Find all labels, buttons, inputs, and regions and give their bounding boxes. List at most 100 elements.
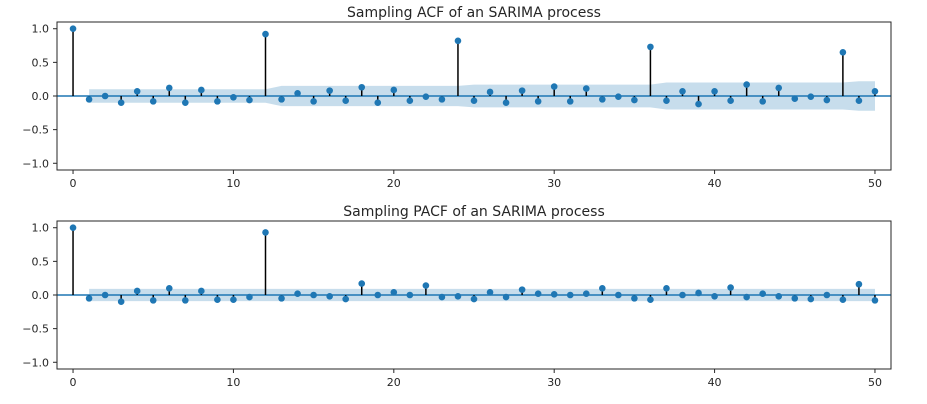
pacf-point-lag-10 <box>230 296 237 304</box>
pacf-point-lag-11 <box>246 293 253 301</box>
pacf-xtick-label: 20 <box>387 376 401 389</box>
pacf-point-lag-34 <box>615 291 622 299</box>
pacf-point-lag-12 <box>262 229 269 236</box>
pacf-point-lag-28 <box>518 286 526 293</box>
acf-point-lag-50 <box>871 87 879 95</box>
acf-point-lag-32 <box>582 85 590 92</box>
pacf-point-lag-4 <box>133 287 141 295</box>
acf-xtick-label: 40 <box>708 177 722 190</box>
acf-point-lag-42 <box>743 81 750 88</box>
pacf-point-lag-21 <box>406 291 414 299</box>
pacf-point-lag-50 <box>871 297 879 304</box>
pacf-point-lag-25 <box>470 295 478 303</box>
acf-point-lag-41 <box>727 97 734 105</box>
pacf-point-lag-47 <box>823 291 831 299</box>
acf-point-lag-14 <box>294 90 301 97</box>
pacf-point-lag-18 <box>358 280 366 287</box>
pacf-xtick-label: 0 <box>70 376 77 389</box>
acf-point-lag-2 <box>101 92 109 100</box>
acf-point-lag-22 <box>422 93 430 100</box>
pacf-ytick-label: 0.0 <box>32 289 50 302</box>
acf-xtick-label: 10 <box>226 177 240 190</box>
pacf-xtick-label: 10 <box>226 376 240 389</box>
pacf-point-lag-33 <box>599 284 606 292</box>
pacf-point-lag-14 <box>294 290 301 297</box>
acf-xtick-label: 0 <box>70 177 77 190</box>
acf-point-lag-49 <box>855 97 863 105</box>
pacf-title: Sampling PACF of an SARIMA process <box>343 204 604 220</box>
acf-point-lag-10 <box>230 94 237 101</box>
acf-ytick-label: −0.5 <box>22 124 49 137</box>
pacf-point-lag-23 <box>438 293 446 301</box>
pacf-point-lag-2 <box>101 291 109 299</box>
acf-point-lag-16 <box>326 87 333 94</box>
acf-point-lag-19 <box>374 99 382 107</box>
acf-point-lag-30 <box>550 83 558 90</box>
pacf-point-lag-19 <box>374 291 382 299</box>
acf-point-lag-26 <box>486 88 494 96</box>
pacf-point-lag-6 <box>165 284 173 292</box>
acf-point-lag-36 <box>647 43 654 51</box>
pacf-point-lag-13 <box>278 295 285 302</box>
acf-point-lag-12 <box>262 30 269 38</box>
pacf-point-lag-9 <box>214 296 221 304</box>
pacf-point-lag-44 <box>775 293 783 300</box>
pacf-point-lag-41 <box>727 284 734 291</box>
pacf-point-lag-24 <box>454 293 462 300</box>
acf-point-lag-29 <box>534 98 542 105</box>
pacf-point-lag-1 <box>85 295 93 302</box>
pacf-ytick-label: 1.0 <box>32 222 50 235</box>
acf-point-lag-27 <box>502 99 510 107</box>
pacf-point-lag-17 <box>342 295 349 303</box>
pacf-point-lag-8 <box>198 287 205 295</box>
pacf-point-lag-46 <box>807 295 815 303</box>
acf-point-lag-20 <box>390 86 398 94</box>
acf-plot: Sampling ACF of an SARIMA process 1.0 0.5 0… <box>22 5 892 190</box>
acf-point-lag-18 <box>358 83 366 91</box>
pacf-point-lag-45 <box>791 295 799 302</box>
acf-point-lag-4 <box>133 87 141 95</box>
acf-point-lag-38 <box>679 87 686 95</box>
acf-point-lag-15 <box>310 98 317 105</box>
pacf-ytick-label: −1.0 <box>22 356 49 369</box>
acf-point-lag-11 <box>246 96 253 104</box>
acf-xtick-label: 20 <box>387 177 401 190</box>
acf-point-lag-17 <box>342 97 349 105</box>
pacf-point-lag-16 <box>326 293 333 300</box>
pacf-point-lag-20 <box>390 289 398 296</box>
pacf-xtick-label: 50 <box>868 376 882 389</box>
acf-point-lag-5 <box>149 98 157 105</box>
acf-point-lag-48 <box>839 48 847 56</box>
pacf-point-lag-7 <box>182 297 189 304</box>
pacf-xtick-label: 30 <box>547 376 561 389</box>
pacf-point-lag-26 <box>486 289 494 296</box>
acf-point-lag-40 <box>711 87 718 95</box>
pacf-point-lag-35 <box>631 295 638 302</box>
pacf-point-lag-30 <box>550 291 558 298</box>
acf-point-lag-9 <box>214 98 221 105</box>
acf-point-lag-44 <box>775 84 783 92</box>
acf-point-lag-7 <box>182 99 189 107</box>
pacf-point-lag-36 <box>647 296 654 304</box>
pacf-point-lag-0 <box>69 224 77 232</box>
acf-ytick-label: 1.0 <box>32 23 50 36</box>
acf-point-lag-37 <box>663 97 670 105</box>
acf-point-lag-43 <box>759 98 766 105</box>
acf-point-lag-31 <box>566 98 574 105</box>
pacf-point-lag-49 <box>855 280 863 288</box>
acf-point-lag-28 <box>518 87 526 94</box>
pacf-xtick-label: 40 <box>708 376 722 389</box>
pacf-plot: Sampling PACF of an SARIMA process 1.0 0.5… <box>22 204 892 389</box>
pacf-point-lag-32 <box>582 290 590 297</box>
acf-point-lag-1 <box>85 96 93 103</box>
pacf-point-lag-40 <box>711 293 718 300</box>
acf-xtick-label: 30 <box>547 177 561 190</box>
pacf-point-lag-27 <box>502 293 510 301</box>
pacf-ytick-label: −0.5 <box>22 323 49 336</box>
pacf-point-lag-29 <box>534 290 542 297</box>
acf-ytick-label: −1.0 <box>22 157 49 170</box>
acf-point-lag-24 <box>454 37 462 45</box>
acf-point-lag-8 <box>198 86 205 94</box>
acf-point-lag-34 <box>615 93 622 100</box>
